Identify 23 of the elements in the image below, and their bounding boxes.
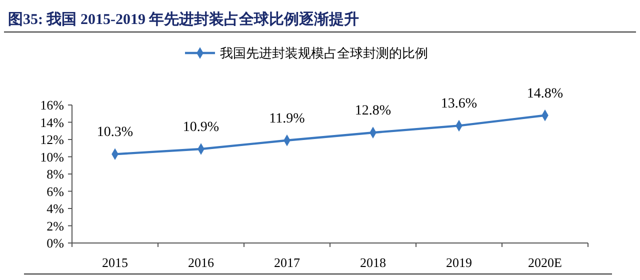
chart-title: 图35: 我国 2015-2019 年先进封装占全球比例逐渐提升: [8, 11, 360, 28]
x-tick-label: 2020E: [528, 255, 562, 270]
y-tick-label: 8%: [46, 166, 64, 182]
y-tick-label: 6%: [46, 184, 64, 199]
x-tick-label: 2018: [360, 255, 386, 270]
x-tick-label: 2016: [188, 255, 214, 270]
x-tick-label: 2015: [102, 255, 128, 270]
y-tick-label: 14%: [40, 114, 64, 130]
y-tick-label: 2%: [46, 218, 64, 234]
x-tick-label: 2019: [446, 255, 472, 270]
y-tick-label: 4%: [46, 201, 64, 216]
y-tick-label: 0%: [46, 236, 64, 251]
legend-label: 我国先进封装规模占全球封测的比例: [220, 46, 428, 61]
y-tick-label: 16%: [40, 98, 64, 113]
data-label: 14.8%: [526, 86, 564, 102]
data-label: 10.3%: [96, 125, 134, 140]
y-tick-label: 10%: [40, 149, 64, 164]
x-tick-label: 2017: [274, 255, 300, 270]
data-label: 12.8%: [354, 104, 392, 119]
data-label: 10.9%: [182, 120, 220, 135]
data-label: 11.9%: [269, 111, 306, 126]
y-tick-label: 12%: [40, 132, 64, 148]
data-label: 13.6%: [440, 96, 478, 112]
